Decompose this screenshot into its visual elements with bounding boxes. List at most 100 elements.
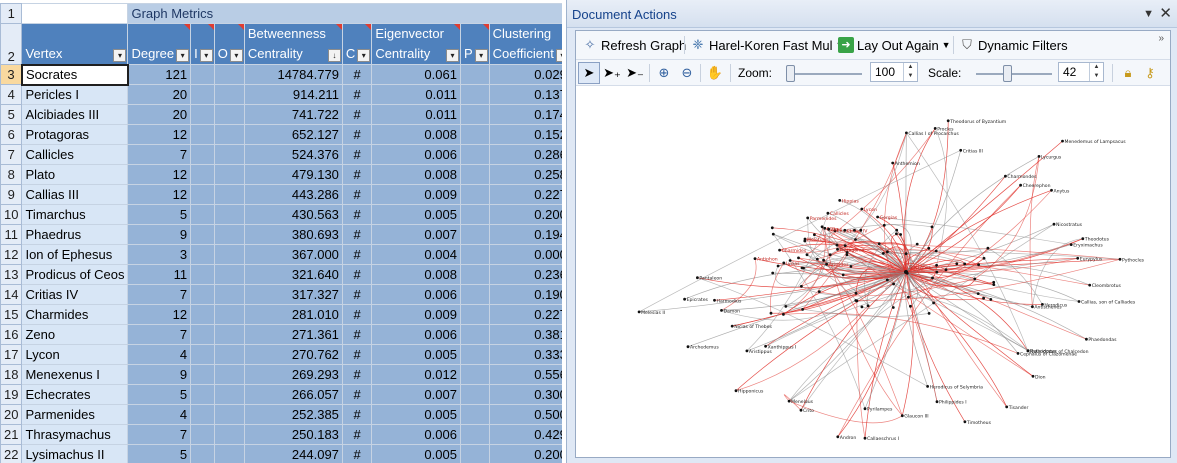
pagerank-cell[interactable]: [459, 244, 490, 265]
pagerank-cell[interactable]: [459, 224, 490, 245]
betweenness-cell[interactable]: 244.097: [243, 444, 343, 463]
clustering-cell[interactable]: 0.152: [488, 124, 562, 145]
pagerank-cell[interactable]: [459, 404, 490, 425]
closeness-cell[interactable]: #: [341, 244, 373, 265]
row-number[interactable]: 18: [0, 364, 23, 385]
graph-vertex[interactable]: [946, 119, 950, 123]
graph-vertex[interactable]: [927, 312, 931, 315]
graph-vertex[interactable]: [904, 252, 908, 256]
degree-cell[interactable]: 12: [127, 304, 192, 325]
graph-vertex[interactable]: [769, 311, 773, 315]
graph-vertex[interactable]: [836, 247, 839, 251]
clustering-cell[interactable]: 0.556: [488, 364, 562, 385]
graph-vertex[interactable]: [1081, 237, 1085, 241]
eigenvector-cell[interactable]: 0.061: [371, 64, 461, 85]
filter-dropdown-icon[interactable]: ▾: [199, 49, 213, 62]
graph-vertex[interactable]: [734, 389, 738, 393]
graph-vertex[interactable]: [1052, 222, 1056, 226]
graph-vertex[interactable]: [720, 309, 723, 312]
graph-vertex[interactable]: [935, 270, 939, 274]
graph-vertex[interactable]: [1026, 349, 1030, 352]
graph-vertex[interactable]: [899, 233, 902, 236]
lock-button[interactable]: 🔒︎: [1117, 62, 1139, 84]
scale-input[interactable]: 42 ▲ ▼: [1058, 62, 1104, 82]
betweenness-cell[interactable]: 443.286: [243, 184, 343, 205]
vertex-cell[interactable]: Echecrates: [21, 384, 129, 405]
scale-slider-thumb[interactable]: [1002, 65, 1012, 82]
graph-vertex[interactable]: [1019, 183, 1022, 187]
filter-dropdown-icon[interactable]: ▾: [113, 48, 127, 62]
in-degree-cell[interactable]: [190, 444, 215, 463]
graph-vertex[interactable]: [799, 408, 803, 412]
pagerank-cell[interactable]: [459, 184, 490, 205]
graph-vertex[interactable]: [843, 244, 847, 248]
out-degree-cell[interactable]: [213, 184, 245, 205]
graph-vertex[interactable]: [825, 262, 828, 266]
graph-vertex[interactable]: [1005, 405, 1009, 409]
graph-vertex[interactable]: [891, 306, 895, 309]
degree-cell[interactable]: 3: [127, 244, 192, 265]
graph-vertex[interactable]: [900, 414, 904, 418]
graph-canvas[interactable]: Anthemion Callias I of Procarchus Procles T…: [576, 87, 1170, 457]
clustering-cell[interactable]: 0.194: [488, 224, 562, 245]
in-degree-cell[interactable]: [190, 364, 215, 385]
vertex-cell[interactable]: Charmides: [21, 304, 129, 325]
graph-vertex[interactable]: [905, 131, 908, 135]
row-number[interactable]: 21: [0, 424, 23, 445]
clustering-cell[interactable]: 0.500: [488, 404, 562, 425]
graph-vertex[interactable]: [827, 227, 831, 231]
pagerank-cell[interactable]: [459, 344, 490, 365]
closeness-cell[interactable]: #: [341, 404, 373, 425]
graph-vertex[interactable]: [833, 229, 837, 233]
row-number[interactable]: 11: [0, 224, 23, 245]
out-degree-cell[interactable]: [213, 424, 245, 445]
pagerank-cell[interactable]: [459, 104, 490, 125]
refresh-graph-button[interactable]: ✧ Refresh Graph: [582, 34, 687, 56]
out-degree-cell[interactable]: [213, 224, 245, 245]
closeness-cell[interactable]: #: [341, 424, 373, 445]
spinner-arrows-icon[interactable]: ▲ ▼: [903, 63, 917, 81]
graph-vertex[interactable]: [764, 344, 767, 348]
clustering-cell[interactable]: 0.258: [488, 164, 562, 185]
graph-vertex[interactable]: [891, 161, 895, 165]
eigenvector-cell[interactable]: 0.009: [371, 304, 461, 325]
graph-vertex[interactable]: [637, 310, 641, 314]
select-pointer-button[interactable]: ➤: [578, 62, 600, 84]
graph-vertex[interactable]: [909, 304, 912, 308]
clustering-cell[interactable]: 0.137: [488, 84, 562, 105]
graph-vertex[interactable]: [835, 243, 839, 247]
graph-vertex[interactable]: [935, 400, 939, 404]
scale-slider-track[interactable]: [976, 73, 1052, 75]
degree-cell[interactable]: 4: [127, 404, 192, 425]
close-icon[interactable]: ✕: [1159, 5, 1172, 22]
eigenvector-cell[interactable]: 0.007: [371, 224, 461, 245]
graph-vertex[interactable]: [895, 228, 899, 232]
clustering-cell[interactable]: 0.190: [488, 284, 562, 305]
graph-vertex[interactable]: [820, 225, 824, 229]
closeness-cell[interactable]: #: [341, 344, 373, 365]
row-number[interactable]: 22: [0, 444, 23, 463]
vertex-cell[interactable]: Protagoras: [21, 124, 129, 145]
graph-vertex[interactable]: [823, 226, 827, 230]
closeness-cell[interactable]: #: [341, 444, 373, 463]
betweenness-cell[interactable]: 14784.779: [243, 64, 343, 85]
graph-vertex[interactable]: [992, 283, 996, 286]
clustering-cell[interactable]: 0.236: [488, 264, 562, 285]
pagerank-cell[interactable]: [459, 64, 490, 85]
graph-vertex[interactable]: [1031, 374, 1035, 378]
pagerank-cell[interactable]: [459, 304, 490, 325]
pane-menu-icon[interactable]: ▼: [1143, 8, 1154, 20]
graph-vertex[interactable]: [866, 304, 870, 308]
graph-vertex[interactable]: [876, 215, 879, 219]
graph-metrics-group-header[interactable]: Graph Metrics: [127, 3, 562, 24]
degree-cell[interactable]: 121: [127, 64, 192, 85]
closeness-cell[interactable]: #: [341, 84, 373, 105]
lay-out-again-button[interactable]: ➜ Lay Out Again ▼: [838, 34, 951, 56]
pagerank-cell[interactable]: [459, 284, 490, 305]
graph-vertex[interactable]: [882, 223, 886, 227]
graph-vertex[interactable]: [959, 148, 963, 152]
in-degree-cell[interactable]: [190, 204, 215, 225]
degree-cell[interactable]: 20: [127, 104, 192, 125]
graph-vertex[interactable]: [1076, 256, 1080, 260]
vertex-cell[interactable]: Alcibiades III: [21, 104, 129, 125]
